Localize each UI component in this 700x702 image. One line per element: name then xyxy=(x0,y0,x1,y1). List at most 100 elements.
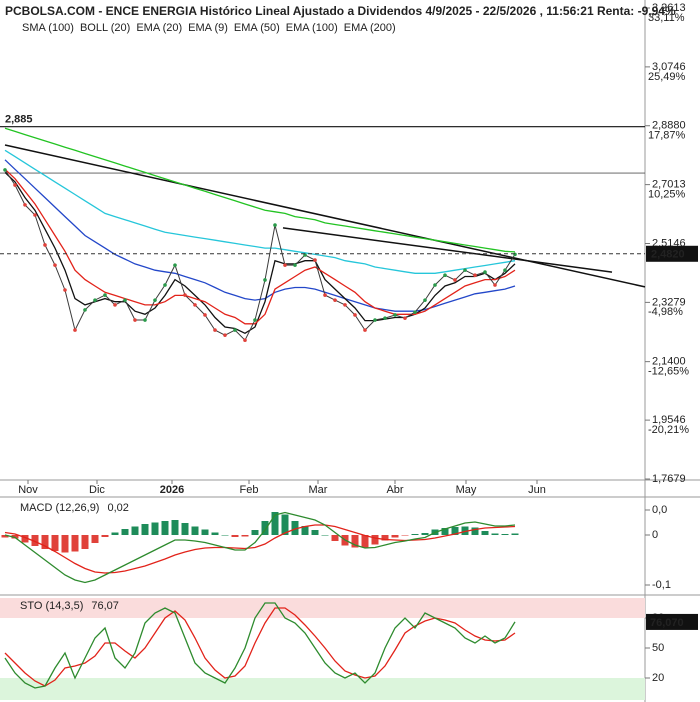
series-line xyxy=(4,607,516,687)
last-price-box xyxy=(646,245,698,262)
series-line xyxy=(4,511,516,584)
price-point xyxy=(353,313,357,317)
x-tick-label: Nov xyxy=(18,484,38,496)
x-tick-label: Dic xyxy=(89,484,105,496)
price-point xyxy=(253,318,257,322)
macd-histogram-bar xyxy=(251,530,259,535)
macd-histogram-bar xyxy=(271,512,279,535)
price-point xyxy=(283,263,287,267)
macd-histogram-bar xyxy=(311,530,319,535)
price-point xyxy=(333,298,337,302)
macd-histogram-bar xyxy=(301,526,309,535)
series-line xyxy=(4,127,516,253)
macd-histogram-bar xyxy=(141,524,149,535)
price-point xyxy=(263,278,267,282)
price-point xyxy=(203,313,207,317)
macd-histogram-bar xyxy=(421,533,429,535)
price-point xyxy=(323,293,327,297)
series-line xyxy=(4,524,516,574)
macd-histogram-bar xyxy=(511,533,519,535)
price-point xyxy=(493,283,497,287)
macd-histogram-bar xyxy=(441,528,449,535)
macd-histogram-bar xyxy=(211,532,219,535)
macd-histogram-bar xyxy=(31,535,39,546)
y-tick-label: 0 xyxy=(652,529,658,541)
price-point xyxy=(103,293,107,297)
price-point xyxy=(213,328,217,332)
chart-title: PCBOLSA.COM - ENCE ENERGIA Histórico Lin… xyxy=(5,4,676,18)
price-point xyxy=(73,328,77,332)
macd-histogram-bar xyxy=(331,535,339,541)
x-tick-label: Mar xyxy=(309,484,328,496)
price-point xyxy=(43,243,47,247)
price-point xyxy=(293,263,297,267)
price-point xyxy=(33,213,37,217)
y-tick-label: -0,1 xyxy=(652,579,671,591)
price-point xyxy=(313,258,317,262)
macd-histogram-bar xyxy=(61,535,69,553)
level-label: 2,885 xyxy=(5,114,33,126)
x-tick-label: May xyxy=(456,484,477,496)
legend-entry-inactive: BOLL (20) xyxy=(80,22,130,34)
price-point xyxy=(343,303,347,307)
macd-histogram-bar xyxy=(461,526,469,535)
price-point xyxy=(183,293,187,297)
macd-histogram-bar xyxy=(151,522,159,535)
macd-histogram-bar xyxy=(481,531,489,535)
macd-histogram-bar xyxy=(11,535,19,539)
y-tick-label: 1,7679 xyxy=(652,473,686,485)
y-tick-label: 0,0 xyxy=(652,504,667,516)
price-point xyxy=(123,298,127,302)
series-line xyxy=(4,602,516,689)
zone-band xyxy=(0,598,645,618)
x-tick-label: 2026 xyxy=(160,484,184,496)
macd-histogram-bar xyxy=(101,535,109,537)
price-point xyxy=(223,333,227,337)
macd-histogram-bar xyxy=(451,527,459,535)
price-point xyxy=(373,318,377,322)
macd-histogram-bar xyxy=(221,535,229,536)
macd-histogram-bar xyxy=(491,533,499,535)
x-tick-label: Feb xyxy=(240,484,259,496)
macd-histogram-bar xyxy=(171,520,179,535)
macd-histogram-bar xyxy=(161,521,169,535)
y2-tick-label: 25,49% xyxy=(648,71,686,83)
macd-histogram-bar xyxy=(1,535,9,538)
series-line xyxy=(4,168,516,325)
macd-histogram-bar xyxy=(381,535,389,541)
macd-histogram-bar xyxy=(191,526,199,535)
macd-histogram-bar xyxy=(81,535,89,549)
macd-histogram-bar xyxy=(201,529,209,535)
macd-histogram-bar xyxy=(41,535,49,549)
current-value-label: 76,070 xyxy=(650,617,684,629)
y-tick-label: 50 xyxy=(652,642,664,654)
panel-current-value: 0,02 xyxy=(107,502,128,514)
macd-histogram-bar xyxy=(391,535,399,538)
price-point xyxy=(363,328,367,332)
macd-histogram-bar xyxy=(281,514,289,535)
y2-tick-label: 33,11% xyxy=(648,12,685,24)
trend-line xyxy=(282,227,613,273)
macd-histogram-bar xyxy=(181,523,189,535)
price-point xyxy=(163,283,167,287)
macd-histogram-bar xyxy=(261,521,269,535)
macd-histogram-bar xyxy=(21,535,29,543)
panel-title: STO (14,3,5) xyxy=(20,600,83,612)
price-point xyxy=(273,223,277,227)
price-point xyxy=(413,310,417,314)
legend-entry: EMA (20) xyxy=(136,22,182,34)
macd-histogram-bar xyxy=(401,535,409,536)
price-point xyxy=(3,168,7,172)
legend-entry: EMA (200) xyxy=(344,22,396,34)
price-point xyxy=(513,252,517,257)
trend-line xyxy=(4,144,646,288)
price-point xyxy=(243,338,247,342)
macd-histogram-bar xyxy=(71,535,79,552)
price-point xyxy=(63,288,67,292)
price-point xyxy=(453,278,457,282)
price-point xyxy=(433,283,437,287)
